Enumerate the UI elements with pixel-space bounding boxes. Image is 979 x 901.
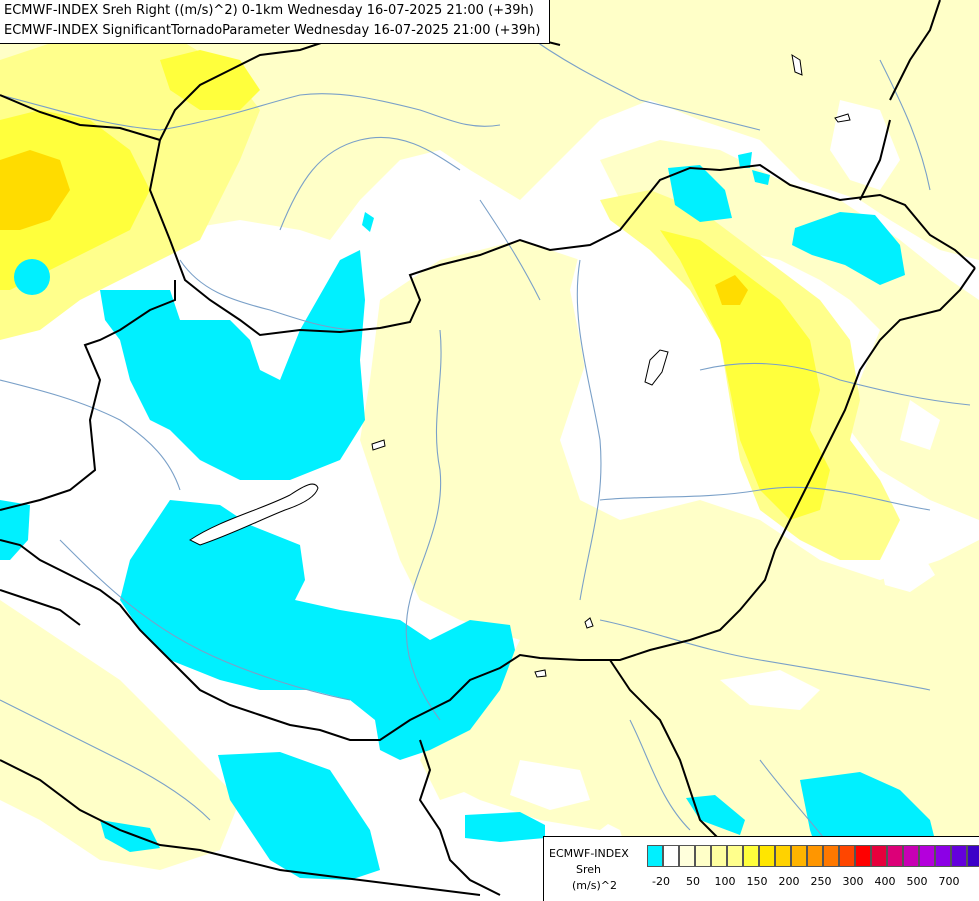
legend-tick-label: 500 [906, 875, 928, 888]
legend-swatch [695, 845, 711, 867]
cyan-spot-west [14, 259, 50, 295]
legend-swatch [711, 845, 727, 867]
legend-swatch [679, 845, 695, 867]
legend-variable: Sreh [576, 863, 602, 876]
legend-swatch [903, 845, 919, 867]
legend-swatch [871, 845, 887, 867]
rivers [0, 29, 971, 861]
legend-swatch [951, 845, 967, 867]
legend-swatch [839, 845, 855, 867]
legend-swatch [775, 845, 791, 867]
legend-tick-label: 400 [874, 875, 896, 888]
legend-swatch [887, 845, 903, 867]
legend-swatch [759, 845, 775, 867]
legend-swatch [823, 845, 839, 867]
legend-tick-label: 300 [842, 875, 864, 888]
legend-swatch [663, 845, 679, 867]
legend-swatch [727, 845, 743, 867]
legend-tick-label: 250 [810, 875, 832, 888]
title-line-sreh: ECMWF-INDEX Sreh Right ((m/s)^2) 0-1km W… [4, 3, 534, 18]
legend-tick-label: 150 [746, 875, 768, 888]
cyan-regions [0, 152, 940, 880]
legend-swatch [967, 845, 979, 867]
legend-swatch [743, 845, 759, 867]
legend-swatch [919, 845, 935, 867]
legend-color-swatches [647, 845, 979, 867]
legend-swatch [855, 845, 871, 867]
title-line-stp: ECMWF-INDEX SignificantTornadoParameter … [4, 23, 541, 38]
legend-swatch [935, 845, 951, 867]
legend-tick-label: 100 [714, 875, 736, 888]
legend-tick-label: 200 [778, 875, 800, 888]
legend-unit: (m/s)^2 [572, 879, 617, 892]
legend-tick-label: 50 [686, 875, 700, 888]
legend-swatch [791, 845, 807, 867]
legend-tick-label: 700 [938, 875, 960, 888]
lake-balaton [189, 483, 319, 546]
gold-cores [0, 150, 748, 305]
legend-swatch [807, 845, 823, 867]
legend-swatch [647, 845, 663, 867]
lakes [189, 53, 851, 678]
map-title-box: ECMWF-INDEX Sreh Right ((m/s)^2) 0-1km W… [0, 0, 550, 44]
color-legend: ECMWF-INDEX Sreh (m/s)^2 -20 50 100 150 200 2… [543, 836, 979, 901]
white-gaps [335, 100, 940, 810]
legend-model-name: ECMWF-INDEX [549, 847, 629, 860]
legend-tick-label: -20 [652, 875, 670, 888]
